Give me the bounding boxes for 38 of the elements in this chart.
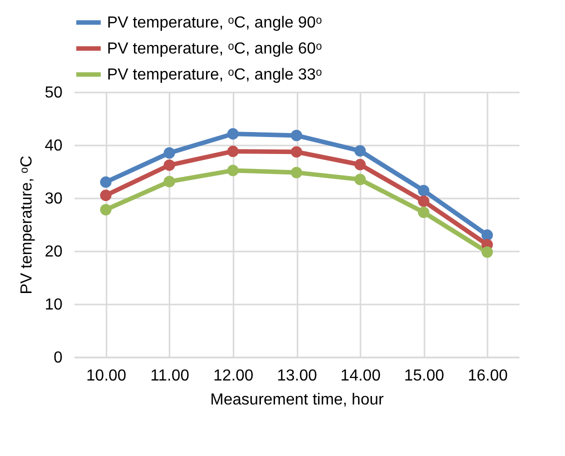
y-tick-label: 30 bbox=[44, 190, 63, 208]
point bbox=[418, 195, 430, 207]
point bbox=[482, 229, 493, 241]
point bbox=[100, 176, 112, 188]
point bbox=[290, 130, 302, 142]
x-tick-label: 16.00 bbox=[468, 368, 508, 384]
point bbox=[164, 176, 176, 188]
point bbox=[418, 206, 430, 218]
point bbox=[164, 159, 176, 171]
point bbox=[290, 146, 302, 158]
point bbox=[100, 204, 112, 216]
y-tick-label: 20 bbox=[44, 244, 63, 260]
x-tick-label: 12.00 bbox=[213, 368, 254, 384]
y-axis-title: PV temperature, ᵒC bbox=[18, 156, 36, 294]
point bbox=[290, 166, 302, 178]
point bbox=[227, 146, 239, 158]
legend-label: PV temperature, ᵒC, angle 33ᵒ bbox=[107, 66, 322, 84]
point bbox=[227, 164, 239, 176]
y-tick-label: 40 bbox=[44, 138, 63, 154]
x-tick-label: 13.00 bbox=[276, 368, 318, 384]
point bbox=[354, 145, 366, 157]
x-tick-label: 14.00 bbox=[340, 368, 381, 384]
point bbox=[227, 128, 239, 140]
y-tick-label: 10 bbox=[44, 296, 63, 314]
y-tick-label: 0 bbox=[54, 350, 63, 366]
point bbox=[482, 246, 493, 258]
legend-label: PV temperature, ᵒC, angle 90ᵒ bbox=[107, 14, 322, 32]
point bbox=[164, 147, 176, 159]
legend-label: PV temperature, ᵒC, angle 60ᵒ bbox=[107, 40, 322, 58]
x-tick-label: 10.00 bbox=[86, 368, 126, 384]
point bbox=[354, 174, 366, 186]
x-tick-label: 11.00 bbox=[150, 368, 190, 384]
y-tick-label: 50 bbox=[44, 84, 63, 102]
point bbox=[354, 158, 366, 170]
x-axis-title: Measurement time, hour bbox=[210, 392, 384, 408]
point bbox=[418, 184, 430, 196]
point bbox=[100, 190, 112, 202]
x-tick-label: 15.00 bbox=[404, 368, 444, 384]
